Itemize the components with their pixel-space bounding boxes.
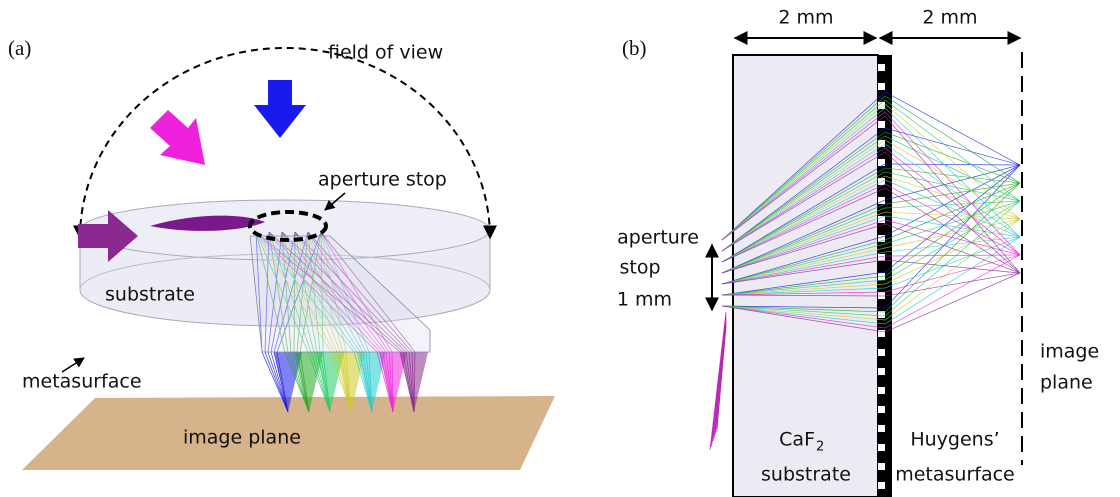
label: 1 mm (617, 289, 672, 311)
metasurface-gap (878, 349, 885, 356)
label: CaF (779, 429, 815, 451)
label: substrate (105, 284, 195, 306)
label: image (1040, 341, 1099, 363)
dimension-label: 2 mm (922, 7, 977, 29)
label: stop (619, 257, 660, 279)
label-subscript: 2 (816, 440, 824, 455)
panel-b: (b) 2 mm 2 mm aperture stop 1 mm image p… (617, 7, 1099, 497)
figure: (a) field of view aperture stop substrat… (0, 0, 1120, 497)
label: plane (1040, 372, 1093, 394)
panel-label: (a) (8, 36, 31, 60)
metasurface-gap (878, 463, 885, 470)
label: metasurface (895, 464, 1015, 486)
label: field of view (328, 42, 443, 64)
label: aperture (617, 227, 699, 249)
metasurface-gap (878, 292, 885, 299)
metasurface-gap (878, 64, 885, 71)
panel-label: (b) (622, 36, 647, 60)
metasurface-gap (878, 444, 885, 451)
label: Huygens’ (910, 429, 999, 451)
metasurface-gap (878, 121, 885, 128)
metasurface-gap (878, 425, 885, 432)
label: image plane (183, 427, 301, 449)
metasurface-gap (878, 387, 885, 394)
metasurface-gap (878, 83, 885, 90)
dimension-label: 2 mm (778, 7, 833, 29)
label: aperture stop (318, 169, 447, 191)
metasurface-gap (878, 406, 885, 413)
metasurface-gap (878, 368, 885, 375)
metasurface-gap (878, 482, 885, 489)
label: metasurface (22, 371, 142, 393)
panel-a: (a) field of view aperture stop substrat… (8, 36, 555, 470)
blue-arrow (254, 80, 306, 138)
magenta-arrow (150, 110, 205, 165)
label: substrate (761, 464, 851, 486)
